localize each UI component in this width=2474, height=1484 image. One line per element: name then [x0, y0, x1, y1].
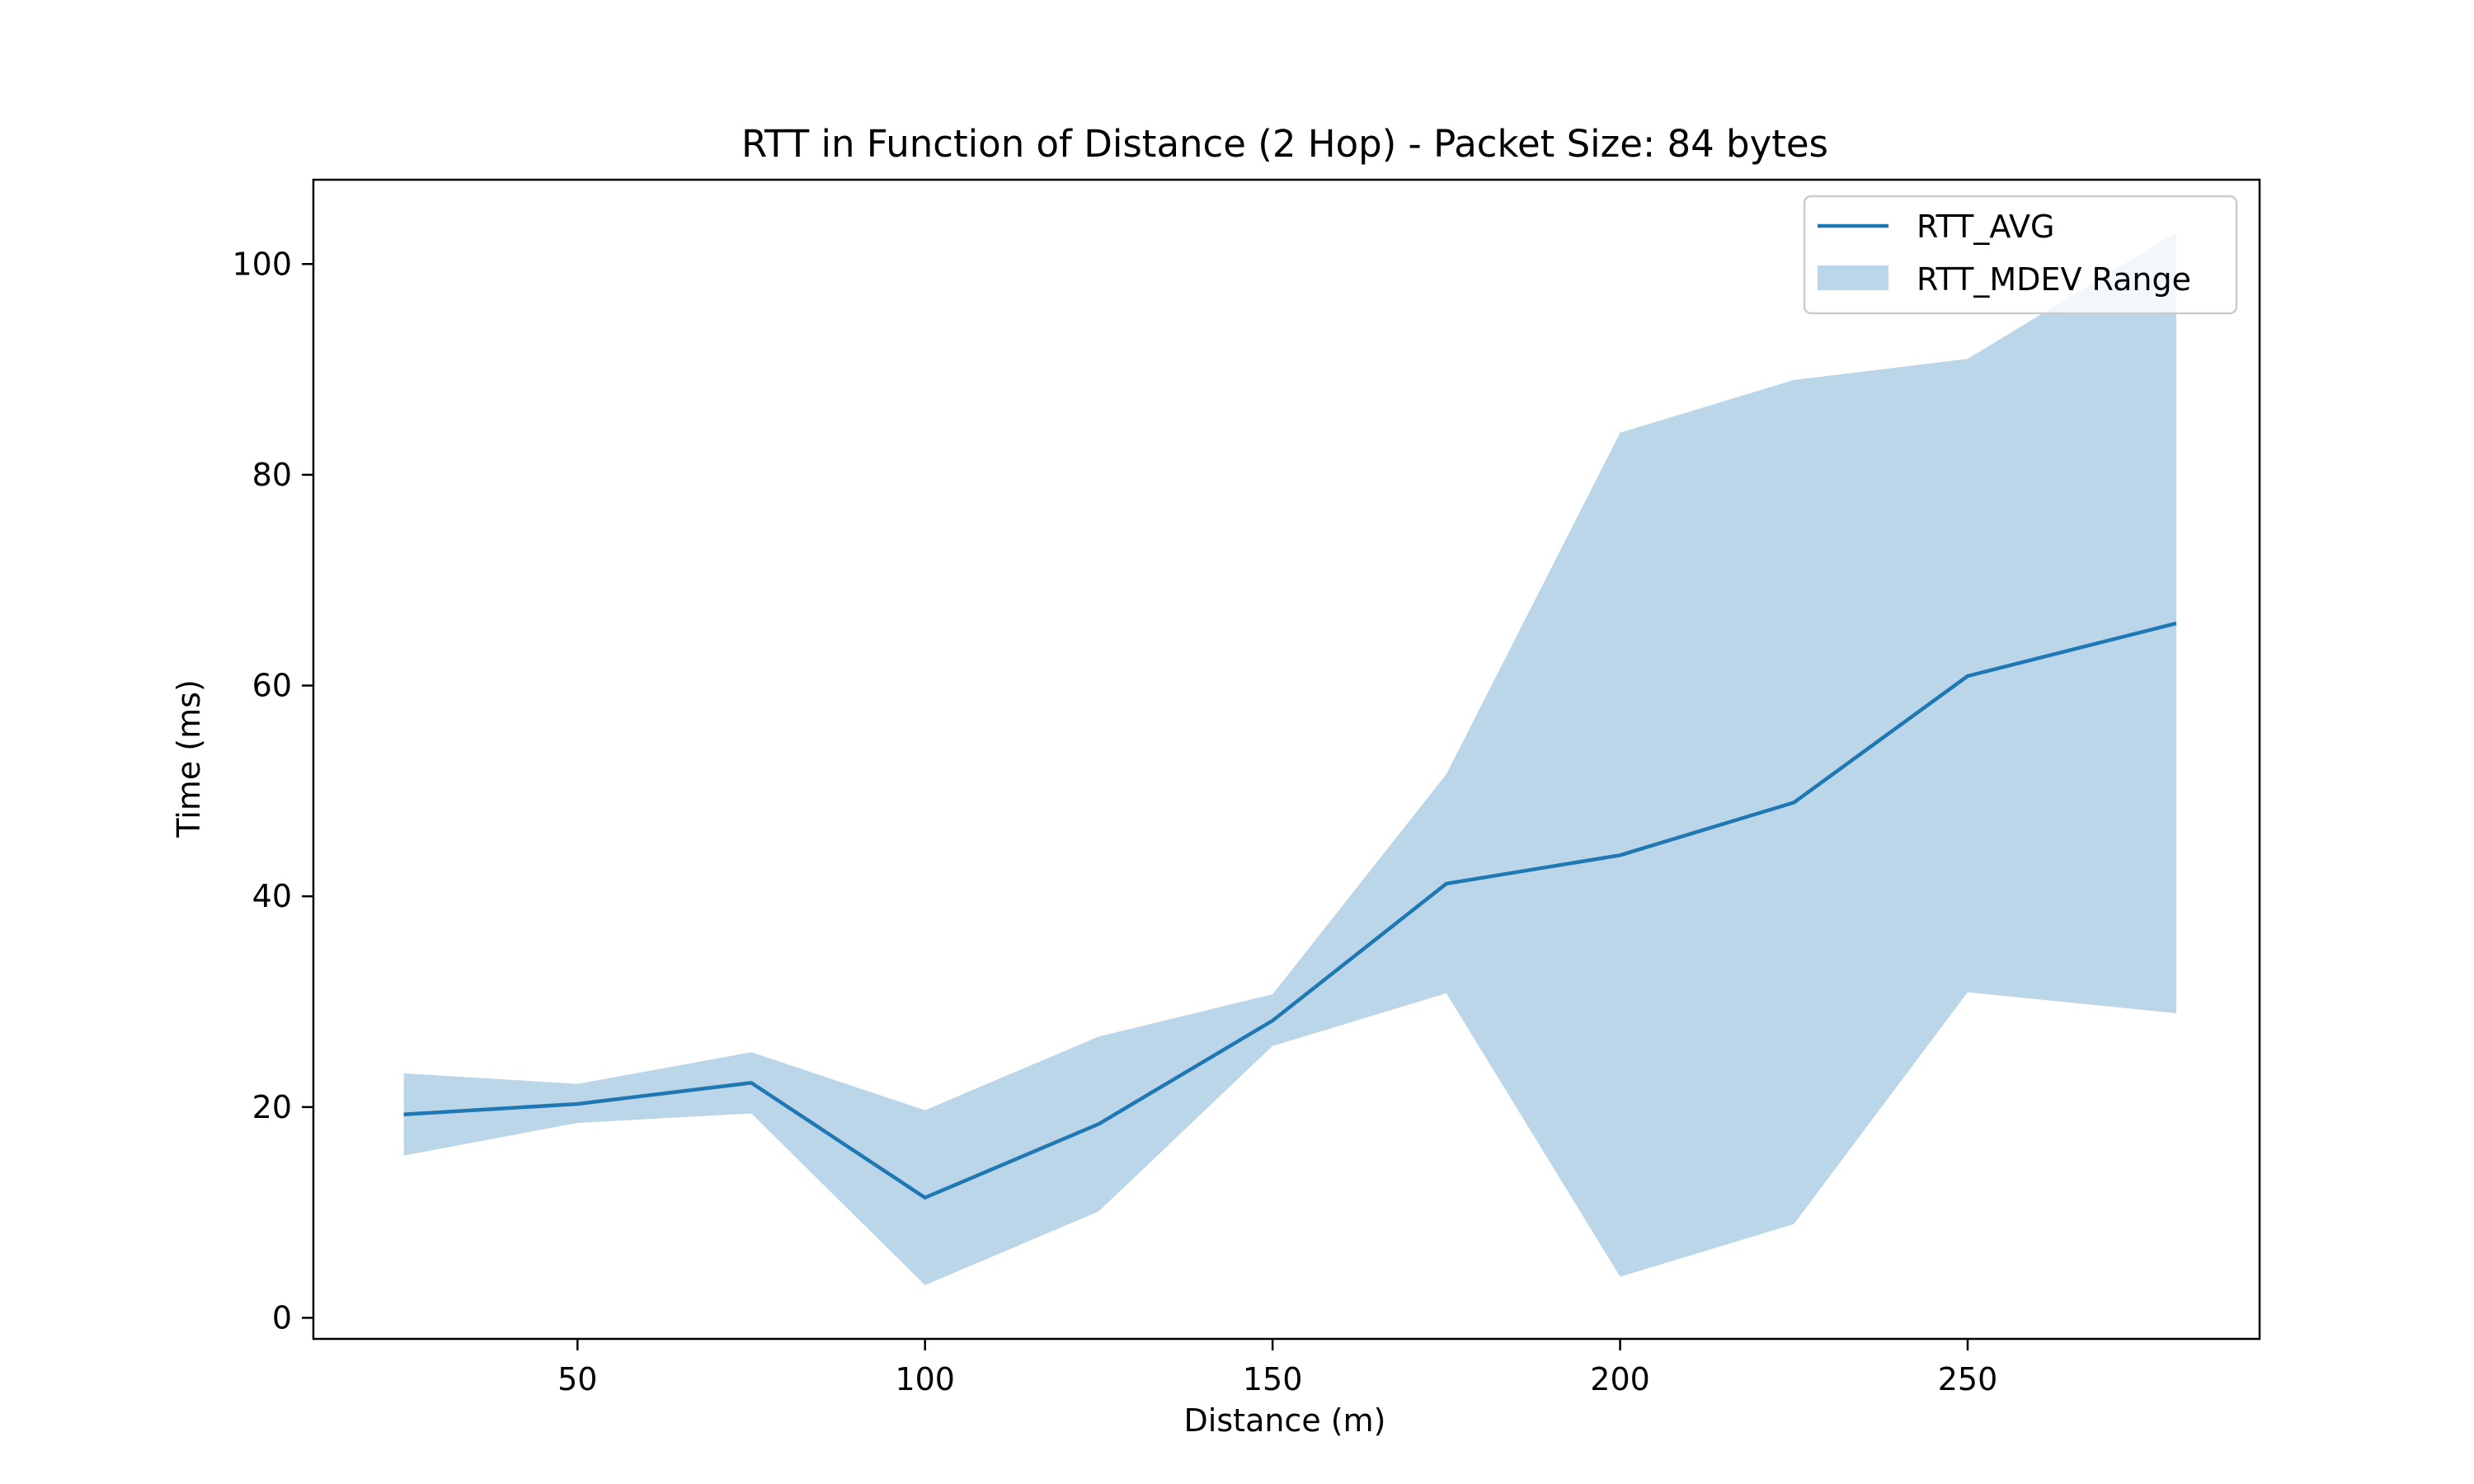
chart-title: RTT in Function of Distance (2 Hop) - Pa…: [741, 122, 1828, 166]
legend: RTT_AVG RTT_MDEV Range: [1803, 195, 2238, 315]
y-tick-label: 0: [272, 1299, 292, 1336]
y-tick-label: 80: [252, 457, 292, 493]
x-tick-label: 250: [1938, 1361, 1998, 1397]
plot-area: [403, 232, 2177, 1285]
x-tick-label: 50: [557, 1361, 597, 1397]
x-tick-label: 100: [895, 1361, 955, 1397]
legend-label-rtt-avg: RTT_AVG: [1917, 209, 2054, 245]
legend-box: [1803, 195, 2238, 315]
axes-frame: [312, 178, 2261, 1341]
x-tick-label: 200: [1590, 1361, 1650, 1397]
y-tick-label: 100: [232, 246, 292, 282]
y-tick-label: 40: [252, 878, 292, 914]
y-tick-label: 60: [252, 668, 292, 704]
series-line-rtt-avg: [403, 621, 2177, 1200]
y-axis: 0 20 40 60 80 100: [232, 246, 313, 1336]
legend-label-rtt-mdev-range: RTT_MDEV Range: [1917, 261, 2191, 298]
y-axis-label: Time (ms): [171, 679, 207, 838]
series-band-rtt-mdev-range: [403, 232, 2176, 1285]
x-tick-label: 150: [1243, 1361, 1303, 1397]
legend-band-swatch: [1818, 265, 1888, 290]
y-tick-label: 20: [252, 1089, 292, 1125]
x-axis-label: Distance (m): [1184, 1402, 1386, 1439]
x-axis: 50 100 150 200 250: [557, 1339, 1997, 1397]
